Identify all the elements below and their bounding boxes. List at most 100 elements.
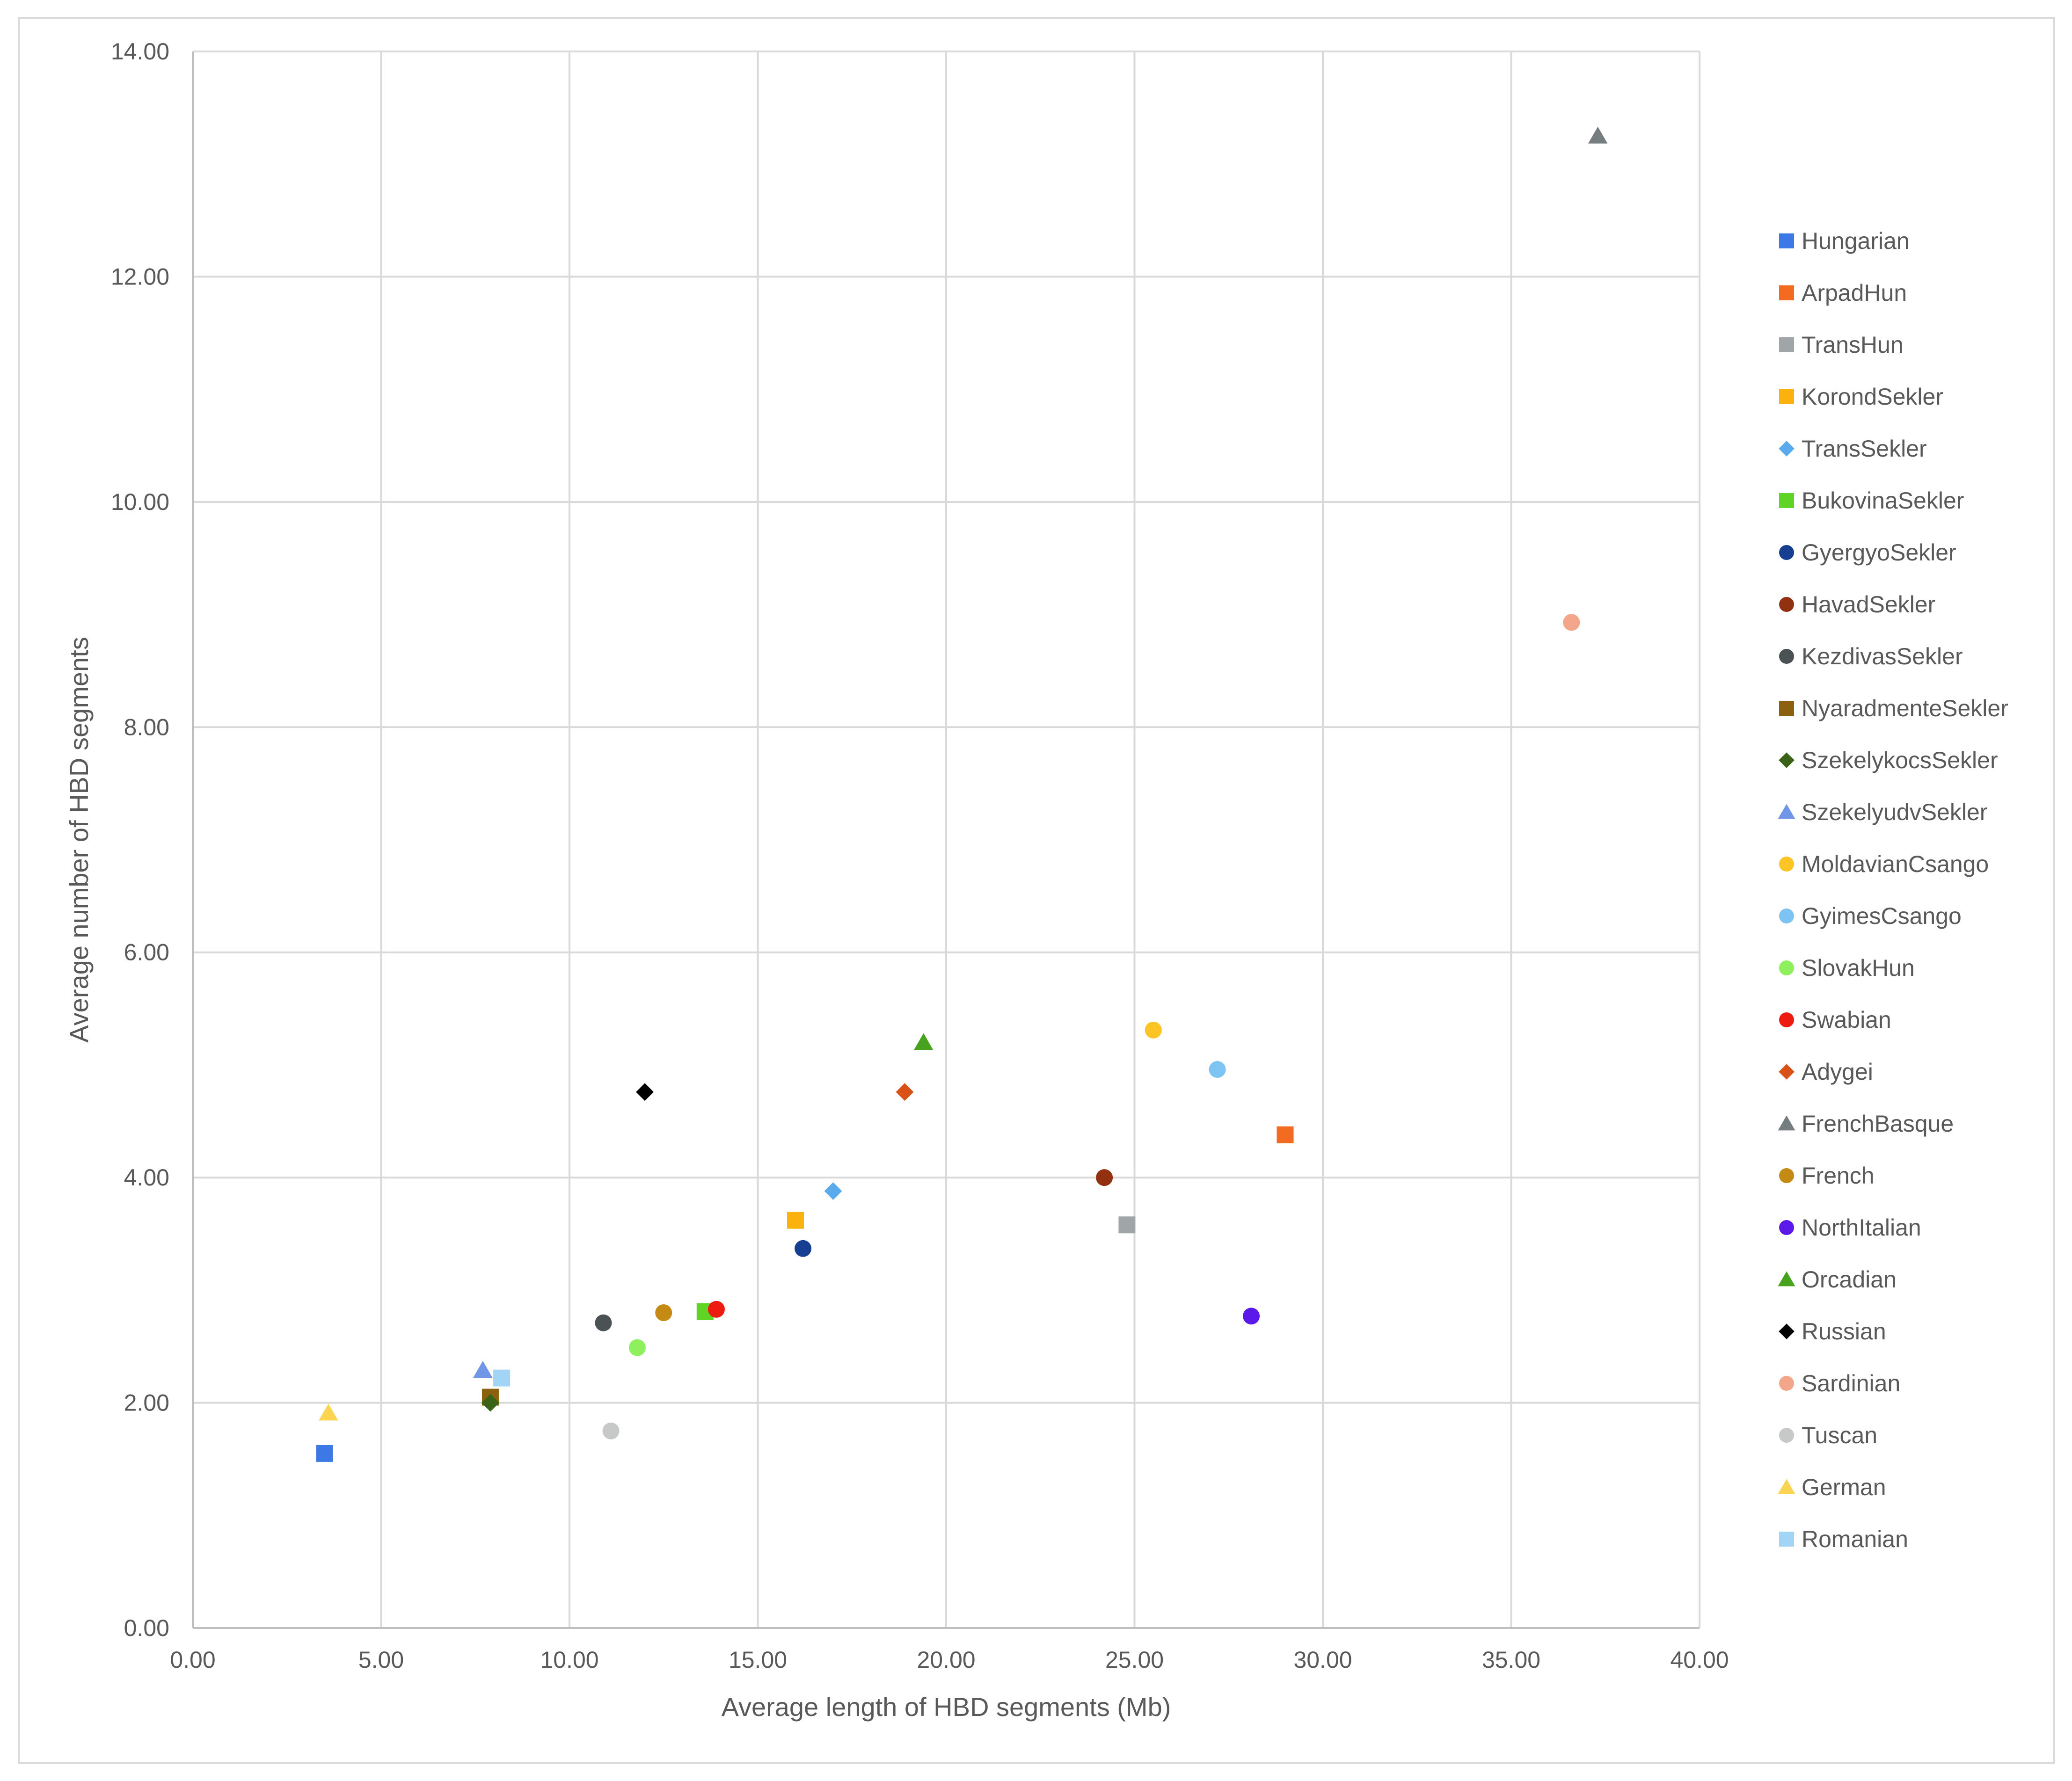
y-tick-label: 12.00: [111, 263, 169, 290]
legend-label-korondsekler: KorondSekler: [1802, 384, 1943, 410]
legend-marker-szekelyudvsekler: [1778, 804, 1795, 819]
legend-label-tuscan: Tuscan: [1802, 1422, 1877, 1448]
legend-marker-northitalian: [1779, 1220, 1794, 1235]
legend-label-frenchbasque: FrenchBasque: [1802, 1111, 1954, 1137]
legend-label-german: German: [1802, 1474, 1886, 1500]
point-german: [319, 1403, 338, 1421]
legend-marker-transsekler: [1779, 441, 1795, 457]
point-hungarian: [316, 1445, 333, 1462]
point-szekelyudvsekler: [473, 1360, 493, 1378]
legend-marker-arpadhun: [1779, 285, 1794, 300]
x-axis-title: Average length of HBD segments (Mb): [722, 1692, 1171, 1722]
point-slovakhun: [628, 1339, 646, 1356]
legend-label-szekelyudvsekler: SzekelyudvSekler: [1802, 799, 1987, 825]
legend-label-romanian: Romanian: [1802, 1526, 1908, 1552]
point-sardinian: [1563, 614, 1580, 631]
tick-labels: 0.00 5.00 10.00 15.00 20.00 25.00 30.00 35.00 40…: [111, 38, 1729, 1673]
point-moldaviancsango: [1145, 1021, 1162, 1039]
legend-label-nyaradmentesekler: NyaradmenteSekler: [1802, 695, 2008, 721]
legend-marker-bukovinasekler: [1779, 493, 1794, 508]
legend-marker-romanian: [1779, 1532, 1794, 1547]
legend-label-arpadhun: ArpadHun: [1802, 280, 1907, 306]
legend-marker-french: [1779, 1168, 1794, 1183]
x-tick-label: 5.00: [358, 1647, 404, 1673]
legend-marker-adygei: [1779, 1064, 1795, 1080]
legend-marker-hungarian: [1779, 233, 1794, 248]
legend-marker-kezdivassekler: [1779, 649, 1794, 664]
axes: [192, 51, 1700, 1629]
legend-marker-swabian: [1779, 1012, 1794, 1027]
legend-label-russian: Russian: [1802, 1318, 1886, 1345]
point-frenchbasque: [1588, 126, 1608, 144]
y-tick-label: 14.00: [111, 38, 169, 65]
legend-label-gyergyosekler: GyergyoSekler: [1802, 539, 1956, 566]
legend-marker-szekelykocssekler: [1779, 752, 1795, 768]
point-adygei: [896, 1083, 914, 1101]
x-tick-label: 20.00: [917, 1647, 975, 1673]
y-tick-label: 2.00: [124, 1390, 169, 1416]
legend-label-kezdivassekler: KezdivasSekler: [1802, 643, 1963, 669]
legend-marker-korondsekler: [1779, 389, 1794, 404]
legend: Hungarian ArpadHun TransHun KorondSekler Tra…: [1778, 228, 2008, 1552]
point-swabian: [708, 1301, 725, 1318]
legend-label-orcadian: Orcadian: [1802, 1266, 1897, 1293]
legend-label-slovakhun: SlovakHun: [1802, 955, 1915, 981]
legend-label-sardinian: Sardinian: [1802, 1370, 1900, 1396]
legend-label-szekelykocssekler: SzekelykocsSekler: [1802, 747, 1998, 773]
x-tick-label: 30.00: [1293, 1647, 1352, 1673]
y-axis-title: Average number of HBD segments: [64, 637, 94, 1042]
legend-label-moldaviancsango: MoldavianCsango: [1802, 851, 1989, 877]
point-gyergyosekler: [795, 1240, 812, 1257]
y-tick-label: 8.00: [124, 714, 169, 740]
legend-marker-moldaviancsango: [1779, 857, 1794, 872]
y-tick-label: 6.00: [124, 939, 169, 966]
legend-label-transhun: TransHun: [1802, 332, 1904, 358]
point-tuscan: [602, 1422, 620, 1439]
point-french: [655, 1304, 672, 1321]
x-tick-label: 35.00: [1482, 1647, 1540, 1673]
point-szekelykocssekler: [482, 1394, 499, 1412]
legend-marker-slovakhun: [1779, 960, 1794, 975]
point-arpadhun: [1277, 1126, 1294, 1143]
gridlines: [193, 51, 1700, 1628]
legend-marker-transhun: [1779, 337, 1794, 352]
legend-label-transsekler: TransSekler: [1802, 436, 1927, 462]
x-tick-label: 15.00: [729, 1647, 787, 1673]
legend-marker-nyaradmentesekler: [1779, 701, 1794, 716]
legend-label-swabian: Swabian: [1802, 1007, 1891, 1033]
point-havadsekler: [1096, 1169, 1113, 1186]
data-points: [316, 126, 1608, 1462]
point-transsekler: [824, 1182, 842, 1200]
x-tick-label: 10.00: [540, 1647, 598, 1673]
legend-marker-gyimescsango: [1779, 909, 1794, 923]
x-tick-label: 0.00: [170, 1647, 215, 1673]
legend-label-french: French: [1802, 1163, 1875, 1189]
legend-label-adygei: Adygei: [1802, 1059, 1873, 1085]
point-transhun: [1118, 1216, 1136, 1234]
legend-label-hungarian: Hungarian: [1802, 228, 1910, 254]
legend-marker-frenchbasque: [1778, 1115, 1795, 1131]
point-romanian: [493, 1369, 511, 1387]
point-korondsekler: [787, 1212, 804, 1229]
point-russian: [636, 1083, 654, 1101]
legend-marker-german: [1778, 1479, 1795, 1494]
legend-marker-havadsekler: [1779, 597, 1794, 612]
y-tick-label: 10.00: [111, 489, 169, 515]
outer-frame: [18, 17, 2055, 1764]
legend-marker-tuscan: [1779, 1428, 1794, 1443]
point-gyimescsango: [1209, 1061, 1226, 1078]
y-tick-label: 0.00: [124, 1615, 169, 1641]
legend-label-gyimescsango: GyimesCsango: [1802, 903, 1962, 929]
legend-marker-sardinian: [1779, 1376, 1794, 1391]
point-kezdivassekler: [595, 1314, 612, 1331]
x-tick-label: 40.00: [1670, 1647, 1729, 1673]
legend-marker-russian: [1779, 1323, 1795, 1339]
legend-marker-orcadian: [1778, 1271, 1795, 1287]
x-tick-label: 25.00: [1105, 1647, 1164, 1673]
point-northitalian: [1243, 1308, 1260, 1325]
legend-label-havadsekler: HavadSekler: [1802, 591, 1935, 618]
y-tick-label: 4.00: [124, 1164, 169, 1191]
point-orcadian: [914, 1033, 934, 1050]
